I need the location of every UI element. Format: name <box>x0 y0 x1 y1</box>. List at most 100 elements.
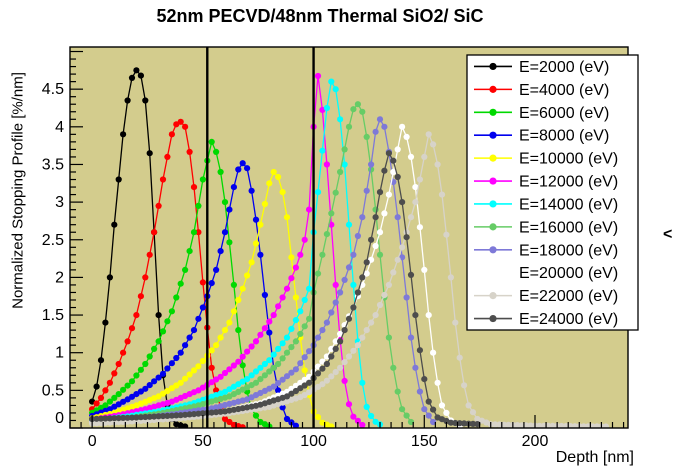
data-point <box>323 353 330 360</box>
data-point <box>412 364 419 371</box>
data-point <box>248 187 255 194</box>
data-point <box>376 116 384 123</box>
data-point <box>306 285 313 292</box>
data-point <box>306 206 313 213</box>
data-point <box>288 325 295 332</box>
data-point <box>306 348 313 355</box>
data-point <box>323 377 330 384</box>
legend-entry-6000: E=6000 (eV) <box>474 105 609 122</box>
series-6000 <box>89 138 273 428</box>
data-point <box>328 309 335 316</box>
data-point <box>425 398 432 405</box>
data-point <box>394 173 401 181</box>
series-24000 <box>89 150 481 428</box>
data-point <box>142 413 149 421</box>
data-point <box>421 266 428 273</box>
data-point <box>270 364 277 371</box>
data-point <box>399 123 406 130</box>
data-point <box>301 236 308 243</box>
data-point <box>168 131 175 138</box>
data-point <box>124 338 131 345</box>
data-point <box>403 294 410 301</box>
legend-label: E=14000 (eV) <box>519 196 618 213</box>
data-point <box>288 344 295 351</box>
data-point <box>226 386 233 393</box>
data-point <box>275 173 282 181</box>
legend-entry-4000: E=4000 (eV) <box>474 82 609 99</box>
data-point <box>111 415 118 422</box>
data-point <box>416 176 423 183</box>
data-point <box>261 360 268 368</box>
data-point <box>261 325 268 332</box>
data-point <box>390 168 397 176</box>
data-point <box>337 364 344 371</box>
data-point <box>128 414 136 421</box>
data-point <box>288 369 295 376</box>
data-point <box>407 214 415 221</box>
data-point <box>368 412 375 420</box>
legend-label: E=16000 (eV) <box>519 219 618 236</box>
data-point <box>452 419 459 427</box>
data-point <box>381 167 388 174</box>
data-point <box>235 327 242 334</box>
data-point <box>496 421 503 428</box>
data-point <box>465 402 472 409</box>
data-point <box>213 148 220 155</box>
data-point <box>297 360 304 367</box>
data-point <box>390 364 397 371</box>
data-point <box>186 411 193 418</box>
data-point <box>177 280 184 287</box>
data-point <box>354 232 361 240</box>
data-point <box>182 411 189 418</box>
data-point <box>177 118 184 125</box>
data-point <box>146 251 153 258</box>
legend-marker <box>489 246 497 254</box>
data-point <box>164 412 171 419</box>
data-point <box>173 412 180 419</box>
data-point <box>301 296 308 304</box>
data-point <box>199 357 206 365</box>
data-point <box>208 364 215 371</box>
data-point <box>93 420 100 427</box>
data-point <box>337 330 344 337</box>
data-point <box>199 304 206 311</box>
data-point <box>328 210 335 217</box>
data-point <box>230 362 237 369</box>
scroll-arrow-glyph[interactable]: < <box>663 226 673 243</box>
data-point <box>288 390 295 397</box>
data-point <box>239 160 246 167</box>
legend-marker <box>489 292 497 300</box>
data-point <box>425 412 432 419</box>
data-point <box>328 373 335 380</box>
data-point <box>133 414 140 421</box>
data-point <box>443 409 450 416</box>
data-point <box>425 312 432 319</box>
data-point <box>306 389 313 396</box>
data-point <box>345 123 353 130</box>
data-point <box>252 412 260 419</box>
data-point <box>177 379 184 386</box>
data-point <box>164 318 171 325</box>
data-point <box>407 153 415 160</box>
data-point <box>412 184 419 191</box>
x-tick-label: 200 <box>522 433 549 450</box>
data-point <box>155 374 162 381</box>
data-point <box>368 161 375 168</box>
data-point <box>221 199 229 206</box>
data-point <box>106 415 113 422</box>
data-point <box>456 354 463 361</box>
data-point <box>323 319 330 326</box>
data-point <box>230 281 237 288</box>
y-tick-label: 3.5 <box>42 156 64 173</box>
data-point <box>155 312 162 319</box>
data-point <box>115 391 122 398</box>
data-point <box>182 375 189 382</box>
data-point <box>341 377 348 384</box>
data-point <box>292 338 299 345</box>
data-point <box>385 334 392 341</box>
data-point <box>261 372 268 379</box>
data-point <box>390 157 397 164</box>
legend-marker <box>489 131 497 139</box>
data-point <box>323 104 330 112</box>
data-point <box>394 388 401 395</box>
